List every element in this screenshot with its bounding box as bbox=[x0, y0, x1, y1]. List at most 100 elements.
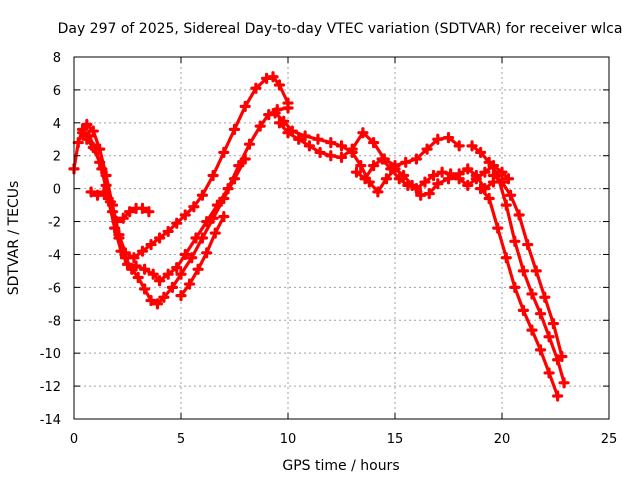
data-point-marker bbox=[415, 189, 427, 201]
data-point-marker bbox=[502, 173, 515, 185]
data-point-marker bbox=[81, 133, 93, 145]
data-point-marker bbox=[126, 263, 138, 275]
y-tick-label: -8 bbox=[48, 314, 61, 329]
data-point-marker bbox=[113, 232, 125, 244]
data-point-marker bbox=[76, 127, 89, 139]
data-point-marker bbox=[218, 192, 230, 205]
y-tick-label: -6 bbox=[48, 281, 61, 296]
data-point-marker bbox=[154, 232, 166, 244]
data-point-marker bbox=[335, 151, 348, 163]
data-point-marker bbox=[453, 140, 465, 152]
data-point-marker bbox=[85, 186, 97, 198]
data-point-marker bbox=[136, 245, 149, 257]
y-axis-label: SDTVAR / TECUs bbox=[6, 181, 22, 296]
y-tick-label: -12 bbox=[40, 380, 61, 395]
data-point-marker bbox=[188, 201, 200, 213]
data-point-marker bbox=[423, 187, 435, 200]
data-point-marker bbox=[335, 140, 348, 152]
data-point-marker bbox=[128, 252, 140, 264]
data-point-marker bbox=[162, 268, 174, 280]
data-point-marker bbox=[261, 72, 273, 84]
x-tick-label: 0 bbox=[70, 432, 78, 447]
data-point-marker bbox=[209, 227, 221, 239]
data-point-marker bbox=[526, 324, 538, 336]
data-point-marker bbox=[175, 289, 187, 302]
data-point-marker bbox=[325, 150, 337, 162]
data-point-marker bbox=[254, 120, 266, 132]
data-point-marker bbox=[179, 209, 191, 221]
data-point-marker bbox=[100, 179, 112, 191]
data-point-marker bbox=[139, 283, 151, 295]
data-point-marker bbox=[470, 173, 482, 185]
y-tick-label: 6 bbox=[53, 84, 61, 99]
y-tick-label: -2 bbox=[48, 216, 61, 231]
data-point-marker bbox=[402, 179, 414, 191]
y-tick-label: 2 bbox=[53, 150, 61, 165]
data-point-marker bbox=[534, 344, 547, 356]
series-trace bbox=[277, 121, 461, 168]
data-point-marker bbox=[475, 146, 487, 159]
data-point-marker bbox=[539, 291, 551, 303]
y-tick-label: 0 bbox=[53, 183, 61, 198]
data-point-marker bbox=[269, 107, 281, 119]
data-point-marker bbox=[410, 183, 422, 195]
data-point-marker bbox=[239, 100, 251, 112]
data-point-marker bbox=[547, 317, 559, 330]
data-point-marker bbox=[355, 160, 367, 172]
data-point-marker bbox=[145, 238, 157, 251]
data-point-marker bbox=[483, 192, 495, 205]
data-point-marker bbox=[183, 278, 196, 290]
data-point-marker bbox=[192, 263, 204, 275]
data-point-marker bbox=[154, 275, 166, 287]
x-axis-label: GPS time / hours bbox=[282, 458, 399, 474]
series-trace bbox=[470, 144, 566, 385]
data-point-marker bbox=[421, 143, 433, 155]
data-point-marker bbox=[145, 294, 157, 307]
data-point-marker bbox=[186, 252, 198, 264]
data-point-marker bbox=[196, 189, 208, 201]
data-point-marker bbox=[427, 169, 440, 182]
data-point-marker bbox=[483, 156, 495, 168]
data-point-marker bbox=[293, 133, 305, 145]
data-point-marker bbox=[273, 79, 286, 91]
series-satellite-pass-5 bbox=[85, 186, 155, 228]
x-tick-label: 15 bbox=[387, 432, 404, 447]
data-point-marker bbox=[419, 176, 431, 188]
x-tick-label: 20 bbox=[494, 432, 511, 447]
data-point-marker bbox=[207, 212, 219, 224]
series-satellite-pass-4 bbox=[175, 211, 230, 302]
data-point-marker bbox=[94, 156, 106, 168]
data-point-marker bbox=[500, 252, 512, 264]
data-point-marker bbox=[442, 132, 455, 144]
data-point-marker bbox=[475, 183, 487, 195]
data-point-marker bbox=[359, 173, 371, 185]
data-point-marker bbox=[325, 136, 337, 149]
data-point-marker bbox=[166, 281, 179, 293]
x-tick-label: 5 bbox=[177, 432, 185, 447]
data-point-marker bbox=[376, 153, 388, 165]
series-trace bbox=[479, 187, 560, 398]
y-tick-label: -10 bbox=[40, 347, 61, 362]
data-point-marker bbox=[111, 215, 123, 228]
data-point-marker bbox=[400, 156, 412, 168]
data-point-marker bbox=[179, 248, 191, 261]
y-tick-label: 4 bbox=[53, 117, 61, 132]
data-point-marker bbox=[479, 166, 491, 178]
data-point-marker bbox=[530, 265, 542, 277]
data-point-marker bbox=[500, 199, 512, 211]
y-tick-label: -4 bbox=[48, 248, 61, 263]
data-point-marker bbox=[151, 298, 164, 310]
data-point-marker bbox=[487, 169, 500, 182]
data-point-marker bbox=[218, 211, 230, 223]
data-point-marker bbox=[171, 217, 183, 229]
data-point-marker bbox=[312, 133, 324, 145]
data-point-marker bbox=[299, 130, 311, 142]
data-point-marker bbox=[453, 173, 465, 185]
plot-frame bbox=[73, 56, 610, 420]
series-trace bbox=[72, 75, 290, 260]
data-point-marker bbox=[543, 331, 555, 343]
data-point-marker bbox=[350, 166, 363, 178]
axis-ticks: 0 5 10 15 20 25 -14 -12 -10 -8 -6 -4 -2 0 2 4 6 8 bbox=[40, 51, 618, 447]
data-point-marker bbox=[87, 141, 99, 154]
